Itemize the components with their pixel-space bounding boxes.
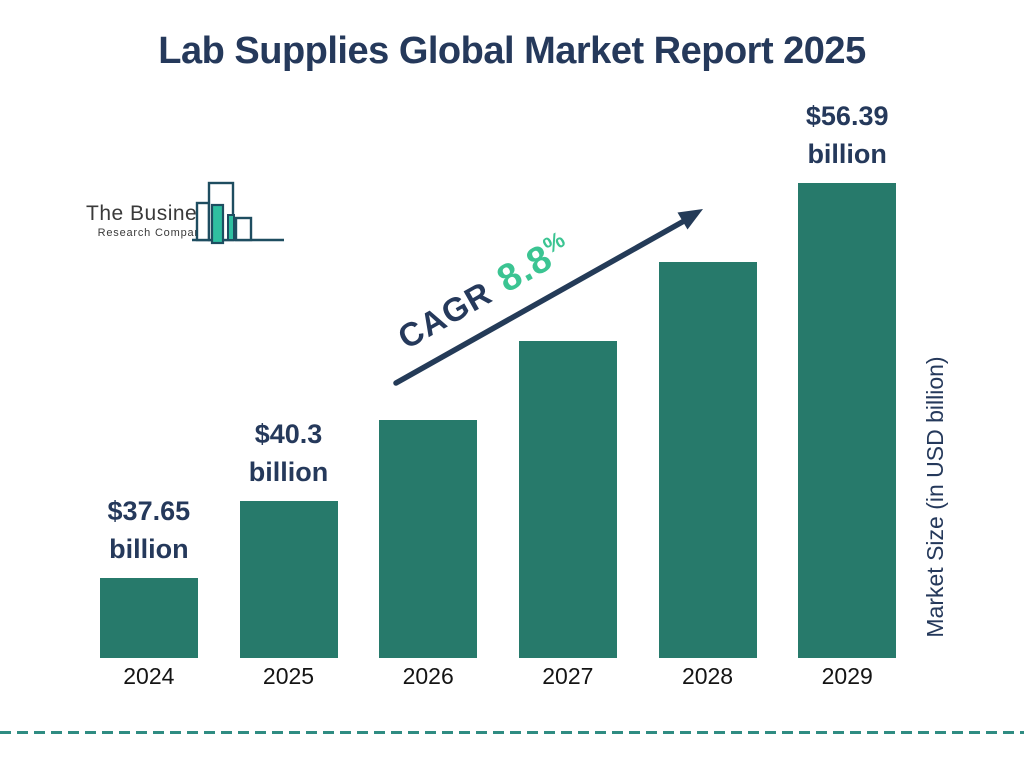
bar — [239, 501, 338, 658]
bar-slot: $56.39 billion — [777, 101, 917, 658]
logo-text-line2: Research Company — [97, 227, 208, 239]
x-axis-labels: 2024 2025 2026 2027 2028 2029 — [79, 663, 917, 690]
divider-dashed-line — [0, 731, 1024, 734]
bar-slot: $37.65 billion — [79, 183, 219, 658]
company-logo: The Business Research Company — [76, 176, 291, 248]
bar-slot — [638, 183, 778, 658]
x-axis-label: 2026 — [402, 663, 454, 689]
bar-value-label: $40.3 billion — [248, 419, 329, 487]
x-axis-label: 2028 — [681, 663, 734, 689]
logo-text: The Business Research Company — [86, 202, 219, 239]
logo-text-line1: The Business — [86, 202, 220, 225]
page-title: Lab Supplies Global Market Report 2025 — [158, 30, 866, 72]
x-axis-label: 2025 — [262, 663, 315, 689]
bar — [658, 262, 757, 658]
bar-value-label: $56.39 billion — [805, 101, 889, 169]
bar-slot — [498, 183, 638, 658]
bar-value-label: $37.65 billion — [107, 496, 191, 564]
x-axis-label: 2029 — [821, 663, 873, 689]
y-axis-title: Market Size (in USD billion) — [922, 356, 948, 638]
logo-bar-chart-icon — [192, 181, 284, 245]
x-axis-label: 2027 — [542, 663, 594, 689]
bar — [99, 578, 198, 658]
bar-slot — [358, 183, 498, 658]
bar-slot: $40.3 billion — [219, 183, 359, 658]
x-axis-label: 2024 — [123, 663, 175, 689]
bar-chart-plot-area: $37.65 billion $40.3 billion $56.39 billion — [79, 101, 917, 658]
bar — [518, 341, 617, 658]
bar — [798, 183, 897, 658]
bar — [379, 420, 478, 658]
